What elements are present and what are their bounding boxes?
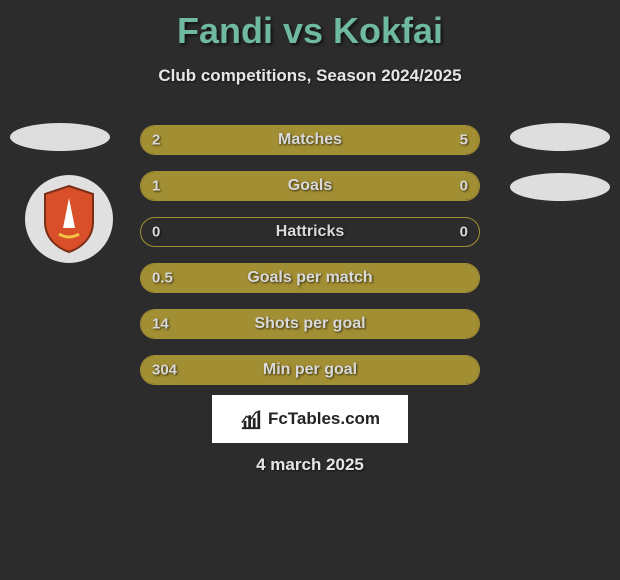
stat-bar-track [140,263,480,293]
fctables-watermark: FcTables.com [212,395,408,443]
stat-bar-track [140,309,480,339]
stat-row: 00Hattricks [140,217,480,247]
stat-row: 10Goals [140,171,480,201]
stat-bar-track [140,125,480,155]
subtitle: Club competitions, Season 2024/2025 [0,66,620,86]
date-label: 4 march 2025 [0,455,620,475]
club-right-logo-placeholder [510,173,610,201]
stat-bar-track [140,171,480,201]
bar-chart-icon [240,408,262,430]
stat-bar-track [140,217,480,247]
stat-bar-fill [141,310,479,338]
club-left-logo [25,175,113,263]
player-left-photo-placeholder [10,123,110,151]
stats-panel: 25Matches 10Goals 00Hattricks 0.5Goals per … [140,125,480,401]
stat-bar-track [140,355,480,385]
fctables-label: FcTables.com [268,409,380,429]
stat-bar-fill [141,264,479,292]
player-right-photo-placeholder [510,123,610,151]
stat-row: 25Matches [140,125,480,155]
stat-row: 14Shots per goal [140,309,480,339]
stat-bar-fill [141,356,479,384]
stat-bar-right [418,172,479,200]
stat-row: 0.5Goals per match [140,263,480,293]
stat-bar-fill [141,126,479,154]
stat-row: 304Min per goal [140,355,480,385]
shield-icon [41,184,97,254]
page-title: Fandi vs Kokfai [0,0,620,52]
stat-bar-left [141,172,418,200]
